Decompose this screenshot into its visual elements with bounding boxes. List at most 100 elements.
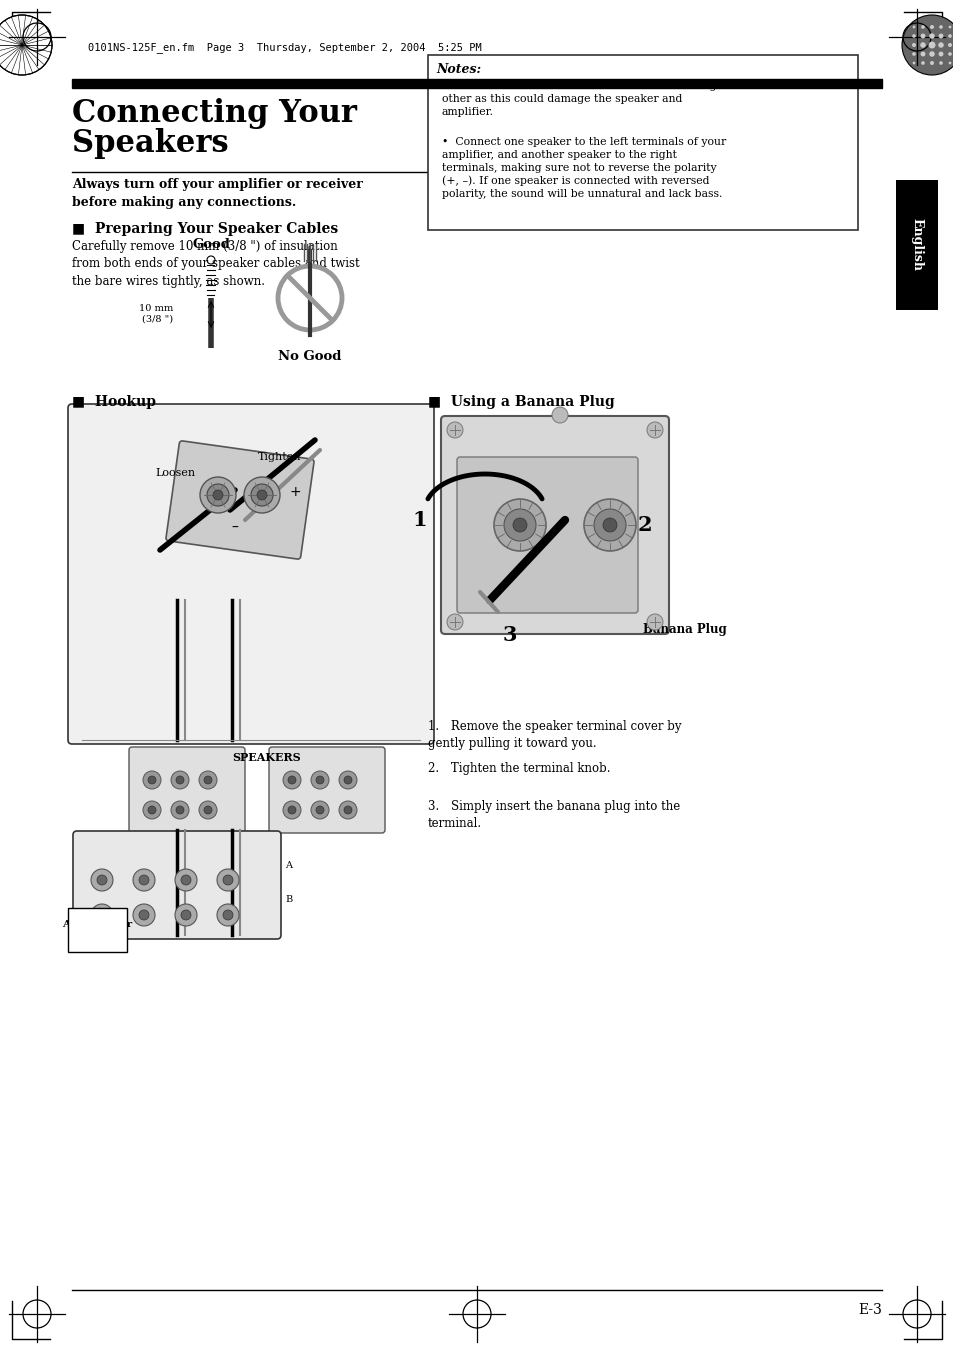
Circle shape [251,484,273,507]
Circle shape [174,904,196,925]
Circle shape [938,51,943,57]
FancyBboxPatch shape [129,747,245,834]
Circle shape [503,509,536,540]
Circle shape [223,911,233,920]
Circle shape [901,15,953,76]
Circle shape [139,911,149,920]
Text: 1. Remove the speaker terminal cover by
gently pulling it toward you.: 1. Remove the speaker terminal cover by … [428,720,680,750]
Text: +: + [559,574,570,586]
Circle shape [204,807,212,815]
Circle shape [921,26,923,28]
FancyBboxPatch shape [269,747,385,834]
Circle shape [97,875,107,885]
Circle shape [920,42,924,47]
Circle shape [315,807,324,815]
Circle shape [912,26,915,28]
Bar [428,55,857,230]
Circle shape [91,904,112,925]
Circle shape [223,875,233,885]
Text: A: A [285,861,292,870]
Circle shape [216,904,239,925]
Circle shape [920,34,924,38]
Circle shape [199,801,216,819]
Circle shape [921,61,923,65]
Circle shape [283,771,301,789]
Circle shape [646,613,662,630]
Circle shape [175,807,184,815]
Circle shape [244,477,280,513]
Circle shape [938,34,943,38]
Circle shape [552,407,567,423]
Circle shape [315,775,324,784]
Circle shape [0,15,52,76]
Circle shape [937,42,943,47]
Circle shape [938,26,942,28]
Text: Loosen: Loosen [154,467,195,478]
Circle shape [513,517,526,532]
Circle shape [139,875,149,885]
Circle shape [920,51,924,57]
Text: Connecting Your: Connecting Your [71,99,356,128]
Circle shape [912,62,915,65]
Circle shape [174,869,196,892]
Circle shape [213,490,223,500]
Text: Amplifier or
receiver: Amplifier or receiver [62,920,132,940]
Text: 0101NS-125F_en.fm  Page 3  Thursday, September 2, 2004  5:25 PM: 0101NS-125F_en.fm Page 3 Thursday, Septe… [88,42,481,54]
Circle shape [132,904,154,925]
Circle shape [911,34,915,38]
Circle shape [938,61,942,65]
Text: 2. Tighten the terminal knob.: 2. Tighten the terminal knob. [428,762,610,775]
Circle shape [447,613,462,630]
Circle shape [199,771,216,789]
Text: SPEAKERS: SPEAKERS [233,753,301,763]
Circle shape [928,51,934,57]
Text: 2: 2 [637,515,652,535]
Circle shape [216,869,239,892]
Text: Always turn off your amplifier or receiver
before making any connections.: Always turn off your amplifier or receiv… [71,178,362,209]
Text: –: – [497,574,502,586]
Text: Tighten: Tighten [257,453,301,462]
Text: ■  Hookup: ■ Hookup [71,394,156,409]
Circle shape [288,807,295,815]
Circle shape [911,53,915,55]
Circle shape [947,53,951,55]
Circle shape [947,62,950,65]
Circle shape [148,807,156,815]
Circle shape [143,801,161,819]
Circle shape [132,869,154,892]
Circle shape [602,517,617,532]
Text: –: – [232,521,238,535]
Circle shape [583,499,636,551]
Circle shape [171,801,189,819]
Circle shape [283,801,301,819]
Circle shape [494,499,545,551]
Circle shape [947,26,950,28]
Text: E-3: E-3 [858,1302,882,1317]
FancyBboxPatch shape [440,416,668,634]
Text: Good: Good [192,238,230,251]
Text: +: + [289,485,300,499]
Text: No Good: No Good [278,350,341,363]
Circle shape [200,477,235,513]
Circle shape [929,61,933,65]
Text: 3: 3 [502,626,517,644]
Text: B: B [285,896,292,905]
Text: Notes:: Notes: [436,63,480,76]
Circle shape [338,801,356,819]
Circle shape [927,42,935,49]
Circle shape [311,771,329,789]
Circle shape [928,34,934,39]
Text: 3. Simply insert the banana plug into the
terminal.: 3. Simply insert the banana plug into th… [428,800,679,830]
Text: Banana Plug: Banana Plug [642,624,726,636]
FancyBboxPatch shape [68,908,127,952]
Circle shape [288,775,295,784]
Circle shape [338,771,356,789]
Text: 1: 1 [413,509,427,530]
Circle shape [344,807,352,815]
Text: Speakers: Speakers [71,128,229,159]
FancyBboxPatch shape [456,457,638,613]
Text: ■  Using a Banana Plug: ■ Using a Banana Plug [428,394,614,409]
Circle shape [256,490,267,500]
Circle shape [143,771,161,789]
Circle shape [171,771,189,789]
